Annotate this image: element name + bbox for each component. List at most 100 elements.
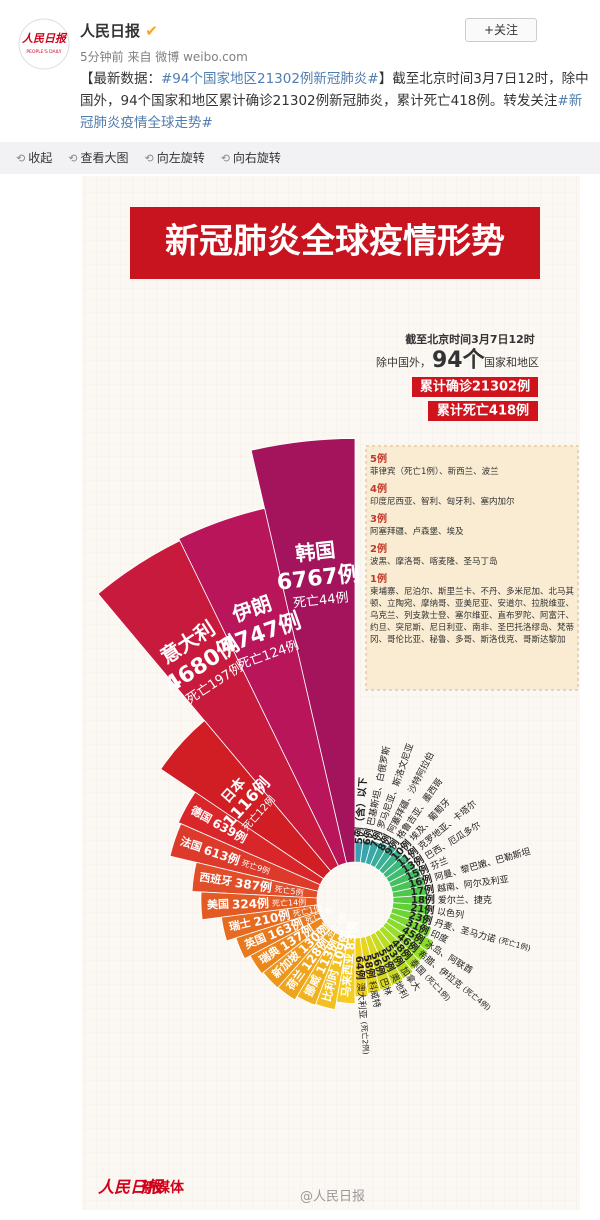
category-label: 越南、阿尔及利亚 [436,872,509,894]
category-label: 冰岛、阿联酋 [423,938,475,976]
rose-sector [160,720,332,880]
rose-sector [374,928,414,980]
category-label: 爱尔兰、捷克 [438,894,492,906]
value-label: 48例 [389,936,415,962]
author[interactable]: 人民日报 ✔ [80,20,158,41]
rose-sector [369,841,389,869]
rose-sector [388,912,433,939]
death-label: 死亡2例 [303,905,334,926]
sector-label: 55例奥地利 [375,947,411,1001]
death-label: (死亡1例) [423,972,453,1003]
value-label: 210例 [252,906,291,929]
category-label: 西班牙 [199,870,234,889]
hashtag[interactable]: #新冠肺炎疫情全球走势# [80,93,583,131]
sector-label: 7例罗马尼亚、斯洛文尼亚 [367,741,416,849]
author-name[interactable]: 人民日报 [80,22,141,40]
value-label: 6例 [360,827,376,846]
category-label: 巴基斯坦、白俄罗斯 [364,745,392,827]
value-label: 13例 [399,852,426,876]
rose-sector [296,932,343,1006]
sector-label: 法国613例死亡9例 [178,834,272,878]
category-label: 加拿大 [398,964,423,993]
value-label: 137例 [277,921,316,954]
death-label: 死亡197例 [184,660,246,707]
value-label: 18例 [411,893,435,906]
death-label: (死亡2例) [359,1021,371,1055]
category-label: 美国 [207,897,230,912]
sector-label: 6例巴基斯坦、白俄罗斯 [360,745,393,847]
others-label: 3例 [370,514,387,525]
info-deaths: 累计死亡418例 [437,403,529,419]
death-label: 死亡9例 [241,857,272,876]
avatar[interactable]: 人民日报 PEOPLE'S DAILY [18,18,70,70]
hashtag[interactable]: #94个国家地区21302例新冠肺炎# [161,71,379,87]
value-label: 21例 [410,901,435,917]
rose-sector [277,927,336,1001]
info: 截至北京时间3月7日12时 [405,332,535,346]
rose-sector [391,902,431,916]
sector-label: 8例阿塞拜疆、沙特阿拉伯 [375,749,437,853]
sector-label: 13例巴西、厄瓜多尔 [399,818,483,876]
sector-label: 德国639例 [187,802,249,846]
rose-sector [335,936,356,1004]
rose-sector [178,507,347,867]
category-label: 荷兰 [283,967,308,994]
value-label: 55例 [375,947,398,974]
footer-brand: 新媒体 [142,1179,185,1196]
value-label: 17例 [410,882,435,898]
rose-sector [220,904,320,942]
rose-sector [378,848,404,875]
sector-label: 11例克罗地亚、卡塔尔 [394,797,479,870]
others-label: 5例 [370,454,387,465]
value-label: 58例 [361,953,379,979]
category-label: 阿曼、黎巴嫩、巴勒斯坦 [433,845,532,883]
category-label: 丹麦、圣马力诺 [433,916,497,945]
category-label: 伊朗 [228,591,275,627]
value-label: 83例 [342,921,360,951]
sector-label: 5例（含）以下 [352,777,370,845]
follow-button[interactable]: +关注 [465,18,537,42]
post-text: 【最新数据：#94个国家地区21302例新冠肺炎#】截至北京时间3月7日12时，… [80,68,595,134]
rose-sector [374,844,397,872]
others-box [365,445,579,691]
category-label: 埃及、葡萄牙 [407,795,453,843]
rose-sector [315,935,349,1011]
category-label: 科威特 [366,980,383,1009]
sector-label: 31例印度 [404,916,450,946]
value-label: 128例 [298,934,332,973]
category-label: 澳大利亚 [355,982,369,1019]
category-label: 巴西、厄瓜多尔 [422,819,482,862]
sector-label: 比利时109例 [319,929,353,1003]
sector-label: 16例阿曼、黎巴嫩、巴勒斯坦 [407,844,532,890]
action[interactable]: 向左旋转 [144,142,205,175]
info-count: 94个 [432,348,486,373]
rose-sector [235,911,322,960]
sector-label: 荷兰128例死亡1例 [282,908,350,994]
rose-sector [369,931,404,987]
text: 【最新数据： [80,71,161,87]
rose-sector [200,891,318,921]
sector-label: 瑞士210例死亡1例 [228,899,323,934]
value-label: 16例 [407,872,434,891]
rose-sector [177,791,325,886]
value-label: 9例 [382,836,402,857]
value-label: 56例 [368,950,388,977]
death-label: (死亡1例) [497,934,532,953]
avatar-sub: PEOPLE'S DAILY [26,49,61,55]
sector-label: 23例丹麦、圣马力诺(死亡1例) [407,908,532,955]
rose-sector [388,867,422,888]
action[interactable]: 收起 [16,142,52,175]
category-label: 挪威 [301,973,323,999]
rose-sector [354,937,369,998]
watermark: @人民日报 [300,1190,365,1205]
sector-label: 56例巴林 [368,950,395,997]
sector-label: 美国 324例 死亡14例 [207,893,307,912]
action[interactable]: 查看大图 [68,142,128,175]
category-label: 泰国 [408,956,429,977]
death-label: 死亡1例 [292,902,323,918]
others-content: 5例 菲律宾（死亡1例）、新西兰、波兰 4例 印度尼西亚、智利、匈牙利、塞内加尔 3例阿… [370,454,574,646]
action[interactable]: 向右旋转 [221,142,281,175]
value-label: 4680例 [161,632,244,698]
death-label: 死亡12例 [239,793,277,833]
